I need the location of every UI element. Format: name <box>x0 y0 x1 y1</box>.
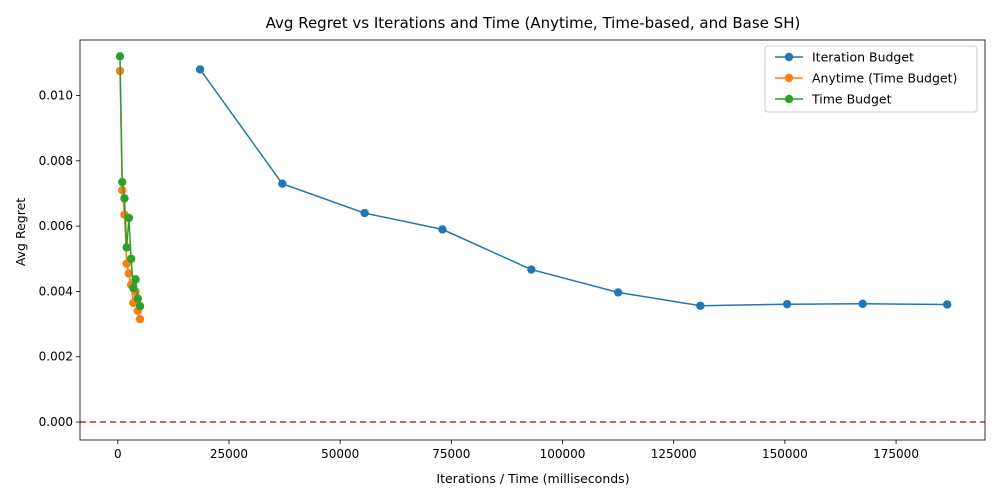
x-tick-label: 25000 <box>210 447 248 461</box>
series-3-point <box>135 301 145 311</box>
x-tick-label: 125000 <box>651 447 697 461</box>
y-tick-label: 0.008 <box>39 154 73 168</box>
legend-label-3: Time Budget <box>811 92 892 107</box>
series-3-point <box>133 294 143 303</box>
x-tick-label: 75000 <box>432 447 470 461</box>
y-tick-label: 0.004 <box>39 284 73 298</box>
legend: Iteration Budget Anytime (Time Budget) Tim… <box>764 45 978 113</box>
x-tick-label: 175000 <box>873 447 919 461</box>
series-1-point <box>438 225 447 234</box>
y-tick-label: 0.010 <box>39 89 73 103</box>
x-tick-label: 50000 <box>321 447 359 461</box>
legend-marker-1 <box>784 52 794 62</box>
series-1-point <box>527 265 536 274</box>
x-tick-label: 0 <box>114 447 122 461</box>
series-3-point <box>118 177 127 187</box>
series-line-1 <box>199 68 948 307</box>
series-3-point <box>115 52 125 61</box>
series-1-point <box>942 300 952 309</box>
legend-label-2: Anytime (Time Budget) <box>812 71 957 86</box>
legend-marker-3 <box>784 94 794 104</box>
series-1-point <box>782 299 792 309</box>
plot-frame <box>79 39 986 441</box>
legend-marker-2 <box>784 73 794 83</box>
series-1-point <box>360 208 369 218</box>
chart-marks <box>80 52 985 423</box>
series-3-point <box>120 194 129 203</box>
series-1-point <box>613 288 623 297</box>
x-tick-label: 100000 <box>540 447 586 461</box>
axes: 0 25000 50000 75000 100000 125000 150000 175000… <box>39 39 986 461</box>
legend-label-1: Iteration Budget <box>812 50 914 65</box>
series-3-point <box>124 213 134 223</box>
y-tick-label: 0.000 <box>39 415 73 429</box>
series-1-point <box>858 299 867 309</box>
series-3-point <box>126 254 136 263</box>
series-2-point <box>124 269 134 278</box>
x-tick-label: 150000 <box>762 447 808 461</box>
y-axis-label: Avg Regret <box>13 198 28 266</box>
series-1-point <box>278 179 287 188</box>
series-1-point <box>195 65 205 74</box>
x-axis-label: Iterations / Time (milliseconds) <box>436 471 629 486</box>
series-2-point <box>135 314 145 324</box>
chart-title: Avg Regret vs Iterations and Time (Anyti… <box>266 14 801 32</box>
series-3-point <box>129 283 138 293</box>
series-1-point <box>696 301 705 310</box>
y-tick-label: 0.006 <box>39 219 73 233</box>
legend-box <box>764 45 978 113</box>
series-3-point <box>131 275 140 284</box>
series-3-point <box>122 243 131 252</box>
y-tick-label: 0.002 <box>39 350 73 364</box>
